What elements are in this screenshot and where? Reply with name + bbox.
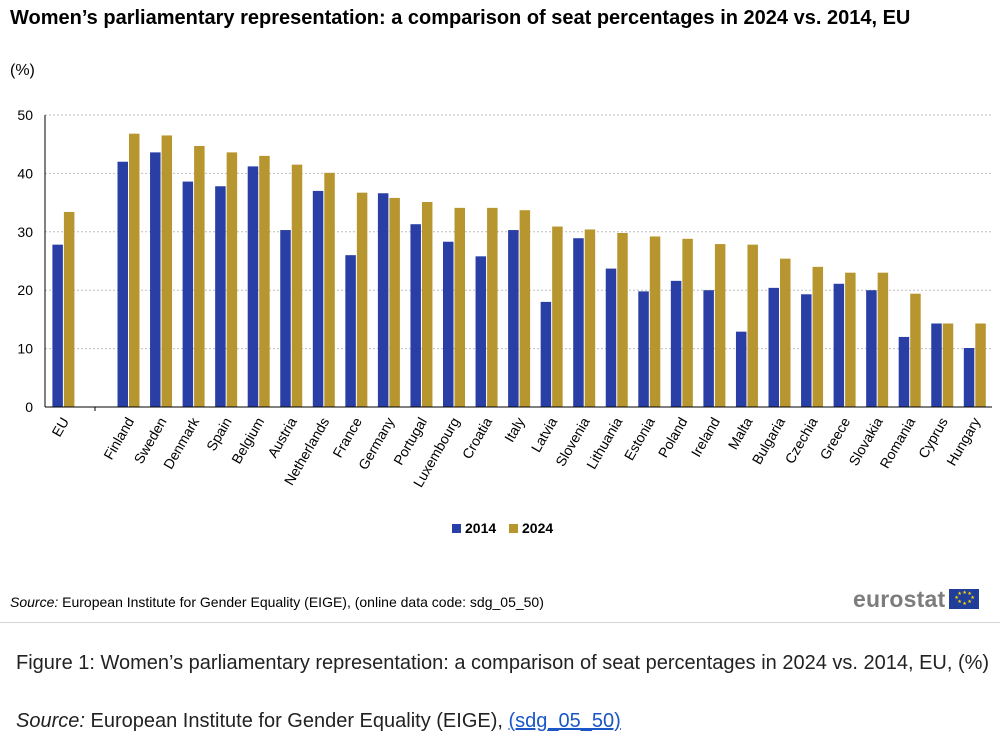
bar-2024-hungary (975, 323, 986, 407)
bar-2024-poland (682, 238, 693, 407)
bar-2014-latvia (540, 301, 552, 407)
bar-2014-cyprus (931, 323, 942, 407)
bar-2024-latvia (552, 226, 563, 407)
x-tick-label: Latvia (528, 414, 561, 455)
bar-2024-spain (226, 152, 238, 407)
bar-2024-italy (519, 210, 531, 407)
bar-2024-france (356, 192, 368, 407)
bar-2024-estonia (649, 236, 661, 407)
caption-source-text: European Institute for Gender Equality (… (84, 710, 509, 732)
bar-2024-lithuania (617, 232, 628, 407)
bar-2024-netherlands (324, 172, 335, 407)
x-tick-label: France (329, 414, 365, 460)
bar-2024-austria (291, 164, 303, 407)
bar-2014-netherlands (312, 190, 324, 407)
x-tick-label: Ireland (688, 415, 723, 460)
bar-2024-eu (63, 211, 75, 407)
x-tick-label: Spain (203, 415, 235, 454)
eurostat-logo: eurostat ★ ★ ★ ★ ★ ★ ★ ★ (853, 585, 980, 612)
bar-2024-germany (389, 197, 400, 407)
y-tick-label: 10 (17, 341, 33, 357)
bar-2014-hungary (963, 348, 975, 407)
bar-2014-portugal (410, 224, 421, 407)
legend-swatch-2024 (509, 524, 518, 533)
figure-caption: Figure 1: Women’s parliamentary represen… (16, 652, 990, 674)
x-tick-label: Croatia (459, 414, 496, 461)
legend-label-2024: 2024 (522, 520, 553, 536)
bar-2014-italy (508, 230, 519, 407)
bar-2024-sweden (161, 135, 173, 407)
figure-caption-source: Source: European Institute for Gender Eq… (16, 710, 621, 733)
x-tick-label: Estonia (621, 414, 658, 463)
bar-2024-ireland (714, 244, 726, 407)
bar-2014-estonia (638, 291, 649, 407)
bar-2024-greece (845, 272, 856, 407)
bar-2024-cyprus (942, 323, 954, 407)
x-tick-label: Austria (264, 414, 300, 460)
bar-2014-spain (215, 186, 226, 407)
bar-2024-belgium (259, 155, 270, 407)
bar-2014-france (345, 255, 356, 407)
bar-2014-czechia (801, 294, 812, 407)
sdg-05-50-link[interactable]: (sdg_05_50) (508, 710, 621, 732)
y-tick-label: 0 (25, 399, 33, 415)
chart-source: Source: European Institute for Gender Eq… (10, 594, 544, 610)
chart-title: Women’s parliamentary representation: a … (10, 7, 911, 29)
bar-2014-poland (670, 280, 682, 407)
bar-2014-ireland (703, 290, 714, 407)
bar-2014-croatia (475, 256, 487, 407)
bar-2014-slovenia (573, 238, 584, 407)
eu-flag-icon: ★ ★ ★ ★ ★ ★ ★ ★ (949, 589, 980, 609)
caption-source-label: Source: (16, 710, 85, 732)
bar-2014-romania (898, 336, 910, 407)
bar-2014-germany (377, 193, 389, 407)
bar-2024-malta (747, 244, 758, 407)
bar-2024-czechia (812, 266, 824, 407)
x-tick-label: Poland (655, 415, 691, 461)
bar-2014-greece (833, 283, 845, 407)
bar-2014-lithuania (605, 268, 617, 407)
legend-label-2014: 2014 (465, 520, 496, 536)
y-tick-label: 40 (17, 165, 33, 181)
bar-2014-sweden (150, 152, 161, 407)
bar-2014-luxembourg (443, 241, 454, 407)
bar-2014-belgium (247, 166, 259, 407)
divider (0, 622, 1000, 623)
y-tick-label: 50 (17, 107, 33, 123)
bar-2014-denmark (182, 181, 194, 407)
bar-2024-romania (910, 293, 921, 407)
bar-2024-slovenia (584, 229, 596, 407)
source-text: European Institute for Gender Equality (… (58, 594, 544, 610)
source-label: Source: (10, 594, 59, 610)
x-tick-label: Italy (501, 415, 528, 445)
bar-2024-portugal (421, 202, 433, 407)
y-axis-unit: (%) (10, 62, 35, 79)
bar-2014-bulgaria (768, 287, 779, 407)
bar-2024-luxembourg (454, 207, 465, 407)
bar-2014-slovakia (866, 290, 877, 407)
bar-2024-bulgaria (780, 258, 791, 407)
legend-swatch-2014 (452, 524, 461, 533)
x-tick-label: Cyprus (915, 415, 951, 461)
bar-2014-austria (280, 230, 291, 407)
y-tick-label: 20 (17, 282, 33, 298)
x-tick-label: EU (48, 415, 72, 440)
bar-2014-finland (117, 161, 128, 407)
bar-2014-eu (52, 244, 63, 407)
eurostat-logo-text: eurostat (853, 585, 946, 612)
x-tick-label: Malta (725, 414, 756, 452)
bar-2024-slovakia (877, 272, 889, 407)
y-tick-label: 30 (17, 224, 33, 240)
bar-2024-finland (129, 133, 140, 408)
bar-2024-croatia (487, 207, 498, 407)
figure-caption-area (0, 622, 1000, 755)
bar-2024-denmark (194, 145, 205, 407)
bar-2014-malta (735, 331, 747, 407)
